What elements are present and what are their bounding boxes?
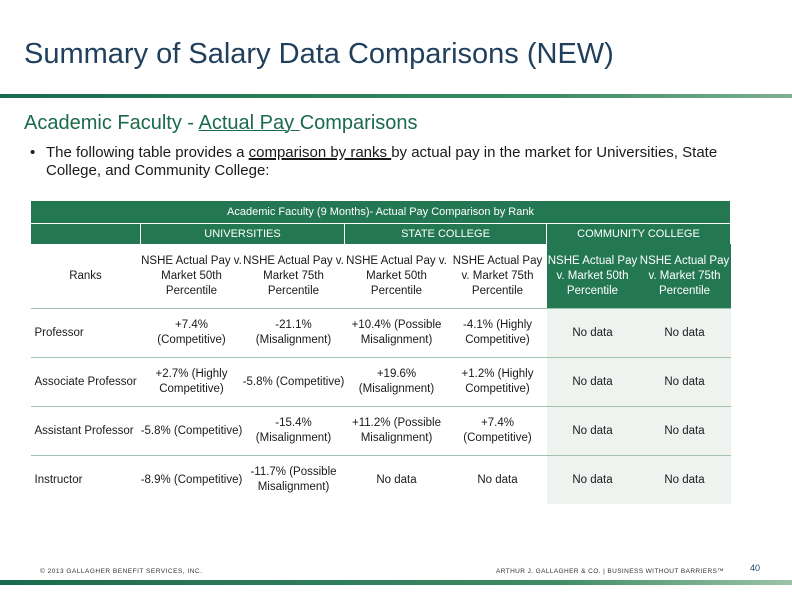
column-header: NSHE Actual Pay v. Market 50th Percentil… [140, 244, 243, 309]
bottom-divider [0, 580, 792, 585]
table-cell: No data [546, 357, 639, 407]
table-cell: -4.1% (Highly Competitive) [448, 308, 547, 358]
table-title-row: Academic Faculty (9 Months)- Actual Pay … [29, 200, 732, 224]
rank-cell: Professor [30, 308, 141, 358]
subtitle-post: Comparisons [299, 112, 418, 134]
column-header: NSHE Actual Pay v. Market 50th Percentil… [344, 244, 449, 309]
table-cell: -8.9% (Competitive) [140, 455, 243, 504]
table-cell: No data [448, 455, 547, 504]
table-cell: No data [638, 455, 731, 504]
table-cell: +10.4% (Possible Misalignment) [344, 308, 449, 358]
column-header: NSHE Actual Pay v. Market 75th Percentil… [242, 244, 345, 309]
footer-copyright: © 2013 GALLAGHER BENEFIT SERVICES, INC. [40, 568, 203, 575]
group-header-universities: UNIVERSITIES [140, 223, 345, 244]
column-header: NSHE Actual Pay v. Market 50th Percentil… [546, 244, 639, 309]
bullet-underlined: comparison by ranks [248, 144, 392, 161]
table-cell: No data [546, 308, 639, 358]
table-cell: +7.4% (Competitive) [448, 406, 547, 456]
table-cell: -15.4% (Misalignment) [242, 406, 345, 456]
group-header-state-college: STATE COLLEGE [344, 223, 547, 244]
subtitle-pre: Academic Faculty - [24, 112, 199, 134]
slide-title: Summary of Salary Data Comparisons (NEW) [24, 38, 614, 70]
table-row: Associate Professor +2.7% (Highly Compet… [30, 357, 731, 407]
table-cell: No data [638, 357, 731, 407]
slide-subtitle: Academic Faculty - Actual Pay Comparison… [24, 112, 418, 135]
table-row: Instructor -8.9% (Competitive) -11.7% (P… [30, 455, 731, 504]
rank-cell: Associate Professor [30, 357, 141, 407]
bullet-point: • The following table provides a compari… [30, 144, 750, 180]
footer-company: ARTHUR J. GALLAGHER & CO. | BUSINESS WIT… [496, 568, 725, 575]
table-row: Professor +7.4% (Competitive) -21.1% (Mi… [30, 308, 731, 358]
bullet-icon: • [30, 144, 36, 161]
table-cell: No data [546, 406, 639, 456]
table-cell: -11.7% (Possible Misalignment) [242, 455, 345, 504]
top-divider [0, 94, 792, 98]
table-cell: No data [546, 455, 639, 504]
salary-comparison-table: Academic Faculty (9 Months)- Actual Pay … [29, 200, 732, 504]
table-row: Assistant Professor -5.8% (Competitive) … [30, 406, 731, 456]
bullet-post: by actual pay in the market for Universi… [46, 144, 718, 179]
table-cell: -21.1% (Misalignment) [242, 308, 345, 358]
table-cell: No data [344, 455, 449, 504]
table-cell: +7.4% (Competitive) [140, 308, 243, 358]
table-cell: +11.2% (Possible Misalignment) [344, 406, 449, 456]
column-header-ranks: Ranks [30, 244, 141, 309]
rank-cell: Assistant Professor [30, 406, 141, 456]
group-header-community-college: COMMUNITY COLLEGE [545, 223, 732, 244]
bullet-text: The following table provides a compariso… [30, 144, 750, 180]
rank-cell: Instructor [30, 455, 141, 504]
table-cell: +2.7% (Highly Competitive) [140, 357, 243, 407]
group-header-blank [30, 223, 141, 244]
table-cell: -5.8% (Competitive) [242, 357, 345, 407]
bullet-pre: The following table provides a [46, 144, 249, 161]
table-cell: No data [638, 406, 731, 456]
column-header: NSHE Actual Pay v. Market 75th Percentil… [638, 244, 731, 309]
subtitle-underlined: Actual Pay [198, 112, 300, 134]
table-cell: -5.8% (Competitive) [140, 406, 243, 456]
column-header-row: Ranks NSHE Actual Pay v. Market 50th Per… [30, 244, 731, 309]
table-title: Academic Faculty (9 Months)- Actual Pay … [29, 200, 732, 224]
group-header-row: UNIVERSITIES STATE COLLEGE COMMUNITY COL… [30, 223, 732, 244]
table-cell: No data [638, 308, 731, 358]
table-cell: +19.6% (Misalignment) [344, 357, 449, 407]
column-header: NSHE Actual Pay v. Market 75th Percentil… [448, 244, 547, 309]
table-cell: +1.2% (Highly Competitive) [448, 357, 547, 407]
page-number: 40 [750, 563, 761, 573]
